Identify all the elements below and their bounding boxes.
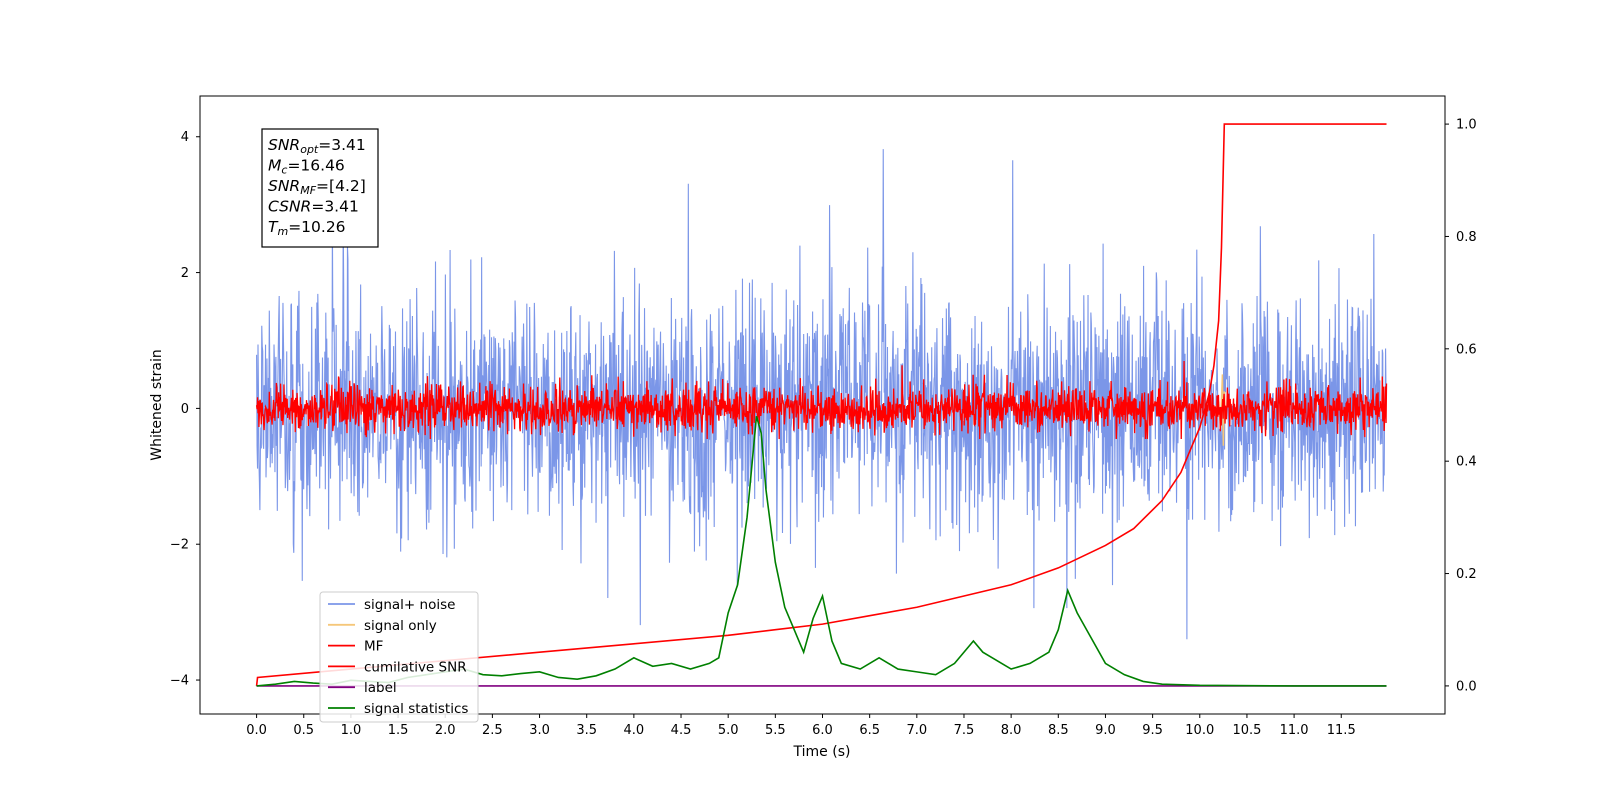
series-mf-line	[255, 360, 1388, 439]
x-tick-label: 11.5	[1327, 723, 1356, 738]
series-cumulative-snr-line	[255, 123, 1387, 686]
x-tick-label: 7.5	[954, 723, 975, 738]
annotation-symbol: SNR	[268, 136, 300, 154]
annotation-value: =[4.2]	[316, 177, 366, 195]
y-axis-left: −4 −2 0 2 4	[170, 130, 200, 689]
x-tick-label: 9.5	[1142, 723, 1163, 738]
annotation-line: SNRMF=[4.2]	[268, 177, 366, 197]
y-axis-right: 0.0 0.2 0.4 0.6 0.8 1.0	[1445, 118, 1477, 694]
annotation-line: Tm=10.26	[268, 218, 346, 238]
y-left-tick-label: −2	[170, 538, 189, 553]
annotation-line: CSNR=3.41	[268, 198, 359, 216]
y-axis-label: Whitened strain	[149, 349, 165, 460]
legend-label: signal only	[364, 618, 437, 634]
legend-label: signal statistics	[364, 701, 468, 717]
annotation-symbol: T	[268, 218, 279, 236]
y-right-tick-label: 0.0	[1456, 679, 1477, 694]
x-tick-label: 6.5	[859, 723, 880, 738]
annotation-value: =16.46	[287, 157, 344, 175]
x-tick-label: 8.5	[1048, 723, 1069, 738]
annotation-value: =3.41	[318, 136, 366, 154]
x-tick-label: 10.0	[1185, 723, 1214, 738]
annotation-value: =10.26	[288, 218, 345, 236]
x-tick-label: 8.0	[1001, 723, 1022, 738]
y-left-tick-label: 2	[181, 266, 189, 281]
x-tick-label: 6.0	[812, 723, 833, 738]
x-tick-label: 1.5	[388, 723, 409, 738]
x-tick-label: 5.5	[765, 723, 786, 738]
legend-label: cumilative SNR	[364, 659, 467, 675]
y-right-tick-label: 0.4	[1456, 455, 1477, 470]
annotation-subscript: opt	[300, 143, 319, 156]
x-tick-label: 2.0	[435, 723, 456, 738]
x-tick-label: 9.0	[1095, 723, 1116, 738]
y-left-tick-label: 0	[181, 402, 189, 417]
annotation-subscript: m	[277, 225, 288, 238]
x-tick-label: 4.5	[671, 723, 692, 738]
annotation-line: Mc=16.46	[268, 157, 345, 177]
y-left-tick-label: −4	[170, 674, 189, 689]
x-tick-label: 0.0	[246, 723, 267, 738]
annotation-symbol: CSNR	[268, 198, 311, 216]
legend-label: signal+ noise	[364, 597, 455, 613]
annotation-line: SNRopt=3.41	[268, 136, 366, 156]
annotation-symbol: M	[268, 157, 281, 175]
x-tick-label: 7.0	[906, 723, 927, 738]
legend-label: MF	[364, 639, 383, 655]
y-right-tick-label: 0.6	[1456, 342, 1477, 357]
y-left-tick-label: 4	[181, 130, 189, 145]
annotation-frame	[261, 128, 379, 248]
x-tick-label: 5.0	[718, 723, 739, 738]
series-signal-noise-line	[256, 149, 1388, 640]
x-tick-label: 10.5	[1232, 723, 1261, 738]
annotation-symbol: SNR	[268, 177, 300, 195]
annotation-subscript: c	[281, 164, 287, 177]
x-tick-label: 11.0	[1280, 723, 1309, 738]
x-tick-label: 4.0	[624, 723, 645, 738]
legend-label: label	[364, 680, 397, 696]
x-axis-label: Time (s)	[793, 744, 851, 760]
legend-frame	[319, 591, 479, 723]
y-right-tick-label: 0.8	[1456, 230, 1477, 245]
x-tick-label: 3.0	[529, 723, 550, 738]
x-tick-label: 2.5	[482, 723, 503, 738]
annotation-value: =3.41	[311, 198, 359, 216]
y-right-tick-label: 1.0	[1456, 118, 1477, 133]
y-right-tick-label: 0.2	[1456, 567, 1477, 582]
plot-area	[255, 123, 1388, 687]
legend: signal+ noise signal only MF cumilative SNR…	[319, 591, 479, 723]
annotation-box: SNRopt=3.41Mc=16.46SNRMF=[4.2]CSNR=3.41T…	[261, 128, 379, 248]
x-tick-label: 3.5	[576, 723, 597, 738]
x-axis: 0.0 0.5 1.0 1.5 2.0 2.5 3.0 3.5 4.0 4.5 5.0 5.5 6.0 6…	[246, 714, 1356, 738]
x-tick-label: 0.5	[293, 723, 314, 738]
x-tick-label: 1.0	[341, 723, 362, 738]
annotation-subscript: MF	[300, 184, 316, 197]
